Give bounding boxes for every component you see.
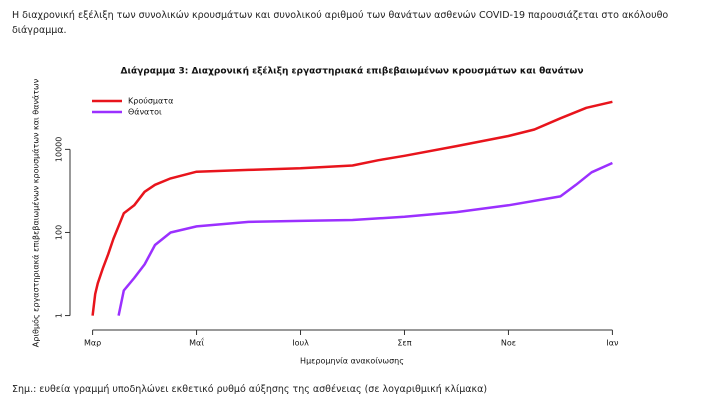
series-line — [91, 100, 613, 316]
x-tick-label: Νοε — [501, 339, 516, 348]
legend-label: Κρούσματα — [128, 96, 173, 106]
y-tick-label: 10000 — [55, 137, 64, 162]
note-text: Σημ.: ευθεία γραμμή υποδηλώνει εκθετικό … — [12, 384, 488, 395]
y-axis-label: Αριθμός εργαστηριακά επιβεβαιωμένων κρου… — [31, 78, 41, 347]
y-tick-label: 100 — [55, 225, 64, 240]
x-tick-label: Ιαν — [606, 339, 619, 348]
x-tick-label: Μαΐ — [189, 337, 204, 348]
x-tick-label: Μαρ — [84, 339, 101, 348]
chart-title: Διάγραμμα 3: Διαχρονική εξέλιξη εργαστηρ… — [120, 66, 583, 77]
y-tick-label: 1 — [55, 313, 64, 318]
series-line — [117, 161, 613, 316]
x-tick-label: Ιουλ — [292, 339, 309, 348]
intro-text: Η διαχρονική εξέλιξη των συνολικών κρουσ… — [12, 10, 669, 36]
x-tick-label: Σεπ — [397, 339, 411, 348]
x-axis-label: Ημερομηνία ανακοίνωσης — [300, 357, 404, 366]
legend-label: Θάνατοι — [128, 108, 162, 117]
